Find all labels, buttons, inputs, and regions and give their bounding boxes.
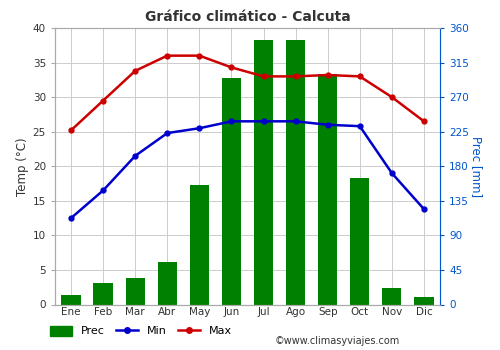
Bar — [190, 186, 209, 304]
Bar — [62, 294, 80, 304]
Bar — [318, 74, 338, 304]
Bar — [254, 40, 273, 304]
Bar — [126, 278, 145, 304]
Bar — [158, 262, 177, 304]
Bar — [414, 297, 434, 304]
Bar — [222, 78, 241, 304]
Bar — [94, 283, 112, 304]
Text: ©www.climasyviajes.com: ©www.climasyviajes.com — [275, 336, 400, 346]
Legend: Prec, Min, Max: Prec, Min, Max — [46, 321, 237, 341]
Y-axis label: Temp (°C): Temp (°C) — [16, 137, 28, 196]
Title: Gráfico climático - Calcuta: Gráfico climático - Calcuta — [144, 10, 350, 24]
Bar — [382, 288, 402, 304]
Y-axis label: Prec [mm]: Prec [mm] — [470, 136, 483, 197]
Bar — [286, 40, 305, 304]
Bar — [350, 178, 370, 304]
